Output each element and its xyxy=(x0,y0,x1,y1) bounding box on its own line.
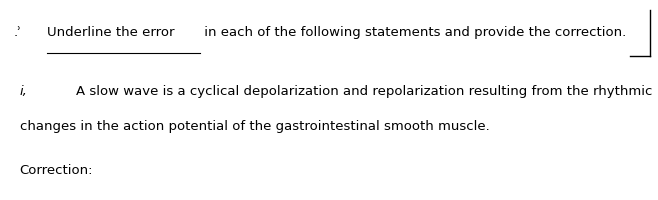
Text: in each of the following statements and provide the correction.: in each of the following statements and … xyxy=(200,26,626,39)
Text: changes in the action potential of the gastrointestinal smooth muscle.: changes in the action potential of the g… xyxy=(20,120,490,133)
Text: Correction:: Correction: xyxy=(20,164,93,177)
Text: i,: i, xyxy=(20,85,28,98)
Text: A slow wave is a cyclical depolarization and repolarization resulting from the r: A slow wave is a cyclical depolarization… xyxy=(76,85,652,98)
Text: Underline the error: Underline the error xyxy=(47,26,175,39)
Text: .ʾ: .ʾ xyxy=(13,26,21,39)
